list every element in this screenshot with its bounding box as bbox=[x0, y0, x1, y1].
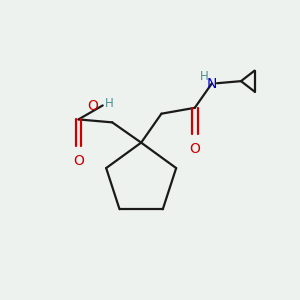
Text: N: N bbox=[206, 77, 217, 91]
Text: O: O bbox=[73, 154, 84, 168]
Text: H: H bbox=[200, 70, 209, 83]
Text: O: O bbox=[88, 99, 99, 113]
Text: O: O bbox=[189, 142, 200, 156]
Text: H: H bbox=[105, 98, 114, 110]
